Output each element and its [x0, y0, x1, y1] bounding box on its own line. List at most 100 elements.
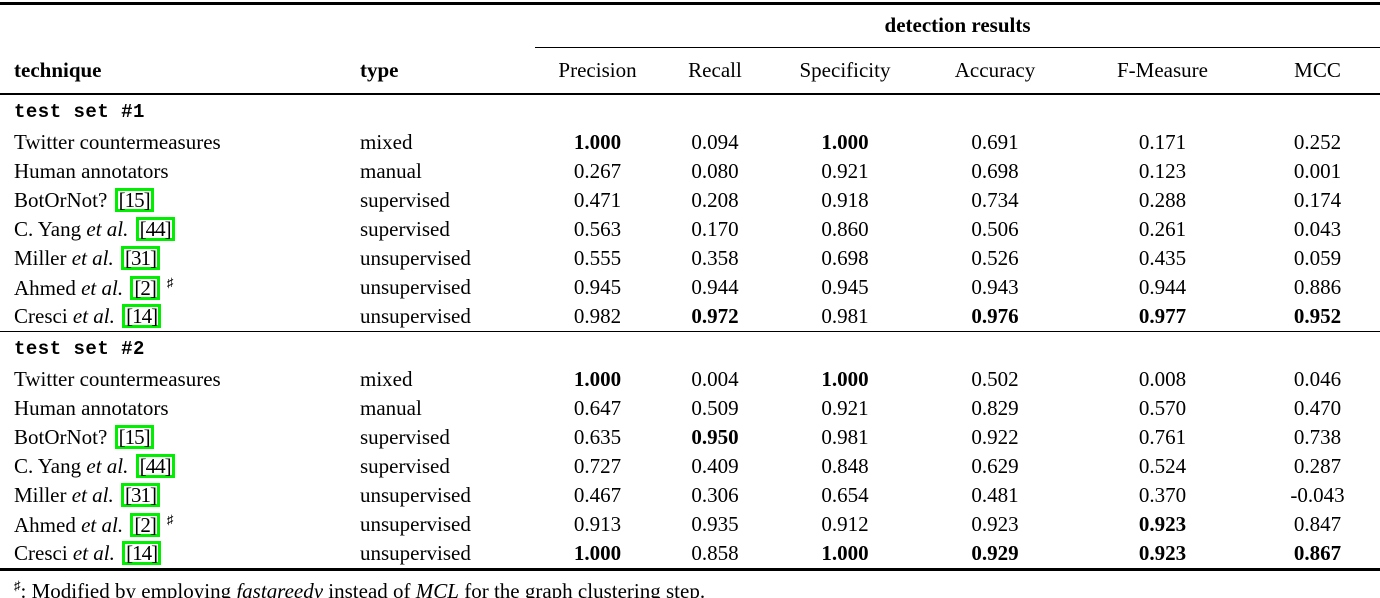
citation-link-14[interactable]: [14] [122, 304, 162, 328]
group-header-row: detection results [0, 3, 1380, 48]
type-cell: manual [360, 396, 422, 420]
value-specificity: 0.921 [821, 396, 869, 420]
et-al-label: et al. [72, 541, 115, 565]
value-f-measure: 0.761 [1138, 425, 1187, 449]
citation-link-2[interactable]: [2] [130, 512, 160, 537]
technique-cell: Miller et al. [31] [0, 481, 360, 510]
table-row: Miller et al. [31] unsupervised 0.467 0.306… [0, 481, 1380, 510]
value-precision: 1.000 [573, 367, 622, 391]
value-f-measure: 0.977 [1138, 304, 1187, 328]
type-cell: supervised [360, 188, 450, 212]
section-label-row: test set #2 [0, 331, 1380, 365]
value-recall: 0.409 [691, 454, 739, 478]
value-f-measure: 0.008 [1138, 367, 1187, 391]
value-accuracy: 0.691 [971, 130, 1019, 154]
technique-cell: Human annotators [0, 394, 360, 423]
footnote-sharp-symbol: ♯ [14, 578, 21, 593]
value-mcc: 0.886 [1293, 275, 1342, 299]
value-accuracy: 0.481 [971, 483, 1019, 507]
technique-cell: Twitter countermeasures [0, 128, 360, 157]
value-recall: 0.170 [691, 217, 739, 241]
technique-name: Ahmed [14, 512, 76, 537]
footnote-term-fastgreedy: fastgreedy [236, 579, 324, 598]
value-f-measure: 0.923 [1138, 541, 1187, 565]
table-row: Ahmed et al. [2] ♯ unsupervised 0.945 0.944 0… [0, 273, 1380, 302]
value-precision: 0.982 [573, 304, 622, 328]
value-specificity: 0.981 [821, 304, 869, 328]
value-accuracy: 0.923 [971, 512, 1019, 536]
value-mcc: 0.174 [1293, 188, 1342, 212]
value-specificity: 0.918 [821, 188, 869, 212]
value-recall: 0.950 [691, 425, 739, 449]
value-accuracy: 0.922 [971, 425, 1019, 449]
technique-cell: BotOrNot? [15] [0, 423, 360, 452]
value-precision: 0.563 [573, 217, 622, 241]
value-accuracy: 0.976 [971, 304, 1019, 328]
technique-cell: BotOrNot? [15] [0, 186, 360, 215]
value-precision: 0.913 [573, 512, 622, 536]
detection-results-table: detection results technique type Precisi… [0, 2, 1380, 571]
type-cell: supervised [360, 217, 450, 241]
value-precision: 1.000 [573, 541, 622, 565]
footnote-term-mcl: MCL [415, 579, 459, 598]
value-f-measure: 0.923 [1138, 512, 1187, 536]
value-recall: 0.358 [691, 246, 739, 270]
section-label-row: test set #1 [0, 94, 1380, 128]
type-cell: unsupervised [360, 246, 471, 270]
value-specificity: 1.000 [821, 367, 869, 391]
technique-name: Cresci [14, 304, 68, 328]
technique-name: Miller [14, 246, 67, 270]
value-f-measure: 0.261 [1138, 217, 1187, 241]
technique-name: Miller [14, 483, 67, 507]
et-al-label: et al. [81, 512, 124, 537]
value-mcc: 0.287 [1293, 454, 1342, 478]
table-row: Miller et al. [31] unsupervised 0.555 0.358… [0, 244, 1380, 273]
citation-link-31[interactable]: [31] [121, 246, 160, 270]
table-row: Cresci et al. [14] unsupervised 1.000 0.858… [0, 539, 1380, 570]
table-row: Human annotators manual 0.267 0.080 0.921 0.6… [0, 157, 1380, 186]
table-row: Twitter countermeasures mixed 1.000 0.004 1.… [0, 365, 1380, 394]
technique-cell: Twitter countermeasures [0, 365, 360, 394]
table-row: C. Yang et al. [44] supervised 0.727 0.409 0… [0, 452, 1380, 481]
citation-link-15[interactable]: [15] [114, 425, 154, 449]
technique-cell: Ahmed et al. [2] ♯ [0, 273, 360, 302]
et-al-label: et al. [86, 454, 129, 478]
value-specificity: 0.981 [821, 425, 869, 449]
technique-name: Human annotators [14, 159, 169, 183]
modified-flag-icon: ♯ [166, 274, 174, 290]
et-al-label: et al. [86, 217, 129, 241]
value-specificity: 1.000 [821, 130, 869, 154]
technique-cell: Miller et al. [31] [0, 244, 360, 273]
technique-cell: C. Yang et al. [44] [0, 452, 360, 481]
value-recall: 0.306 [691, 483, 739, 507]
citation-link-44[interactable]: [44] [135, 454, 175, 478]
value-mcc: 0.470 [1293, 396, 1342, 420]
type-cell: mixed [360, 130, 413, 154]
table-row: BotOrNot? [15] supervised 0.635 0.950 0.981 0… [0, 423, 1380, 452]
citation-link-44[interactable]: [44] [135, 217, 175, 241]
value-specificity: 0.945 [821, 275, 869, 299]
technique-name: Twitter countermeasures [14, 367, 221, 391]
citation-link-2[interactable]: [2] [130, 275, 160, 300]
citation-link-31[interactable]: [31] [121, 483, 160, 507]
type-cell: manual [360, 159, 422, 183]
table-row: Human annotators manual 0.647 0.509 0.921 0.8… [0, 394, 1380, 423]
technique-name: C. Yang [14, 454, 82, 478]
value-accuracy: 0.734 [971, 188, 1019, 212]
value-precision: 0.471 [573, 188, 622, 212]
value-accuracy: 0.526 [971, 246, 1019, 270]
technique-cell: Human annotators [0, 157, 360, 186]
citation-link-14[interactable]: [14] [122, 541, 162, 565]
value-specificity: 0.848 [821, 454, 869, 478]
col-header-specificity: Specificity [770, 47, 920, 95]
modified-flag-icon: ♯ [166, 511, 174, 527]
type-cell: unsupervised [360, 304, 471, 328]
value-mcc: 0.252 [1293, 130, 1342, 154]
value-precision: 0.467 [573, 483, 622, 507]
citation-link-15[interactable]: [15] [114, 188, 154, 212]
value-recall: 0.935 [691, 512, 739, 536]
technique-cell: Cresci et al. [14] [0, 302, 360, 332]
value-f-measure: 0.944 [1138, 275, 1187, 299]
technique-name: BotOrNot? [14, 188, 108, 212]
